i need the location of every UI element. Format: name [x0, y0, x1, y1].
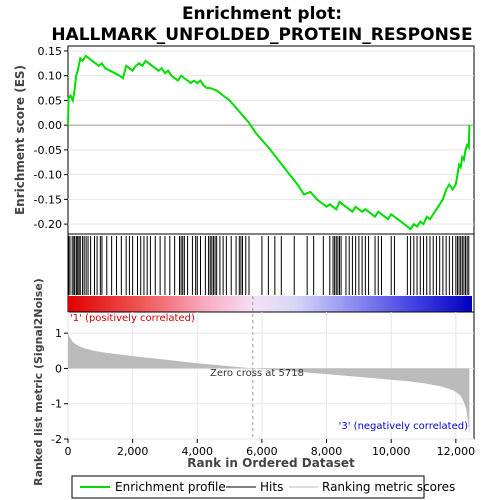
enrichment-profile-line — [67, 54, 471, 231]
hit-marks — [68, 236, 470, 295]
legend-hits-label: Hits — [260, 480, 283, 494]
negative-correlation-label: '3' (negatively correlated) — [339, 421, 468, 432]
rank-y-axis-label: Ranked list metric (Signal2Noise) — [32, 278, 45, 486]
rank-y-tick-label: -2 — [51, 433, 62, 446]
rank-x-tick-label: 4,000 — [182, 445, 214, 458]
rank-x-tick-label: 2,000 — [117, 445, 149, 458]
rank-y-tick-label: 1 — [55, 327, 62, 340]
es-y-tick-label: -0.15 — [34, 193, 62, 206]
rank-color-strip — [68, 296, 472, 312]
es-y-tick-label: 0.10 — [38, 70, 63, 83]
es-y-tick-label: -0.20 — [34, 218, 62, 231]
es-panel-frame — [67, 45, 475, 235]
es-y-ticks: -0.20 -0.15 -0.10 -0.05 0.00 0.05 0.10 0.15 — [34, 45, 68, 231]
rank-x-tick-label: 8,000 — [311, 445, 343, 458]
es-y-tick-label: -0.10 — [34, 169, 62, 182]
chart-title-line1: Enrichment plot: — [182, 4, 342, 24]
rank-y-ticks: -2 -1 0 1 — [51, 327, 68, 446]
es-y-tick-label: 0.00 — [38, 119, 63, 132]
es-y-tick-label: 0.05 — [38, 94, 63, 107]
legend-enrichment-label: Enrichment profile — [115, 480, 226, 494]
es-y-tick-label: -0.05 — [34, 144, 62, 157]
rank-x-tick-label: 12,000 — [437, 445, 476, 458]
rank-x-ticks: 0 2,000 4,000 6,000 8,000 10,000 12,000 — [65, 439, 476, 458]
rank-x-tick-label: 6,000 — [246, 445, 278, 458]
es-y-axis-label: Enrichment score (ES) — [13, 65, 27, 215]
rank-x-tick-label: 0 — [65, 445, 72, 458]
rank-y-tick-label: 0 — [55, 362, 62, 375]
rank-y-tick-label: -1 — [51, 398, 62, 411]
legend-ranking-label: Ranking metric scores — [322, 480, 455, 494]
rank-x-tick-label: 10,000 — [372, 445, 411, 458]
rank-x-axis-label: Rank in Ordered Dataset — [187, 456, 355, 470]
positive-correlation-label: '1' (positively correlated) — [70, 313, 195, 324]
es-gridlines — [68, 50, 474, 225]
chart-title-line2: HALLMARK_UNFOLDED_PROTEIN_RESPONSE — [51, 25, 472, 45]
zero-cross-label: Zero cross at 5718 — [210, 368, 304, 379]
es-y-tick-label: 0.15 — [38, 45, 63, 58]
